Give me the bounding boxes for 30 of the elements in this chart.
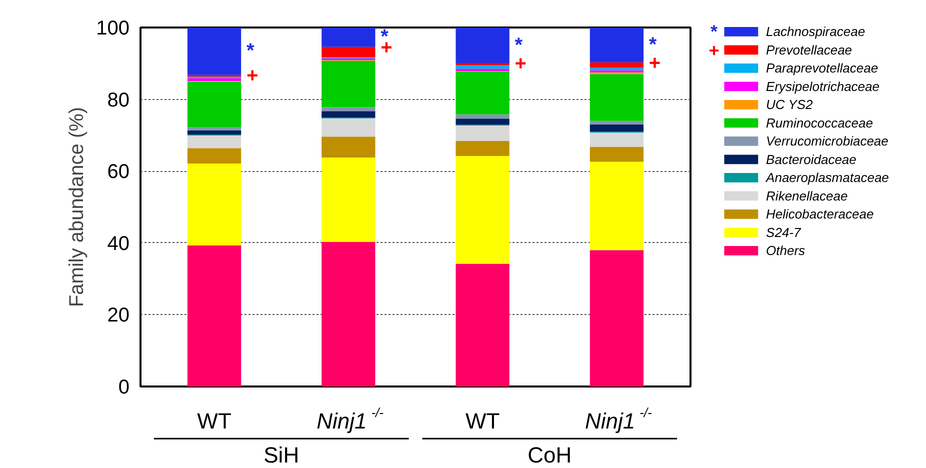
legend-label: UC YS2 xyxy=(766,97,814,112)
legend-label: Others xyxy=(766,243,806,258)
y-tick-label: 60 xyxy=(107,161,130,184)
text: CoH xyxy=(528,442,572,468)
legend-label: Ruminococcaceae xyxy=(766,115,873,130)
x-tick-label: WT xyxy=(197,408,232,434)
legend-label: Prevotellaceae xyxy=(766,42,852,58)
y-tick-label: 40 xyxy=(107,232,130,255)
legend-label: Rikenellaceae xyxy=(766,188,848,204)
text: * xyxy=(710,22,718,42)
legend-label: Bacteroidaceae xyxy=(766,152,856,167)
legend-label: Helicobacteraceae xyxy=(766,206,874,222)
x-tick-label: Ninj1-/- xyxy=(584,405,652,434)
text: + xyxy=(708,40,720,60)
legend-label: Verrucomicrobiaceae xyxy=(766,134,888,149)
legend-label: Lachnospiraceae xyxy=(766,24,866,40)
annotation: + xyxy=(246,64,258,87)
annotation: * xyxy=(246,40,254,62)
y-tick-label: 100 xyxy=(96,18,130,40)
y-tick-label: 0 xyxy=(118,376,130,398)
y-axis-title: Family abundance (%) xyxy=(66,106,88,308)
y-tick-label: 80 xyxy=(107,89,130,112)
legend-label: Erysipelotrichaceae xyxy=(766,78,880,94)
legend-label: S24-7 xyxy=(766,224,802,240)
text: SiH xyxy=(264,442,300,468)
x-tick-label: Ninj1-/- xyxy=(316,405,384,434)
legend-label: Anaeroplasmataceae xyxy=(765,170,889,186)
y-tick-label: 20 xyxy=(107,304,130,327)
legend-label: Paraprevotellaceae xyxy=(766,60,878,76)
x-tick-label: WT xyxy=(465,408,500,434)
